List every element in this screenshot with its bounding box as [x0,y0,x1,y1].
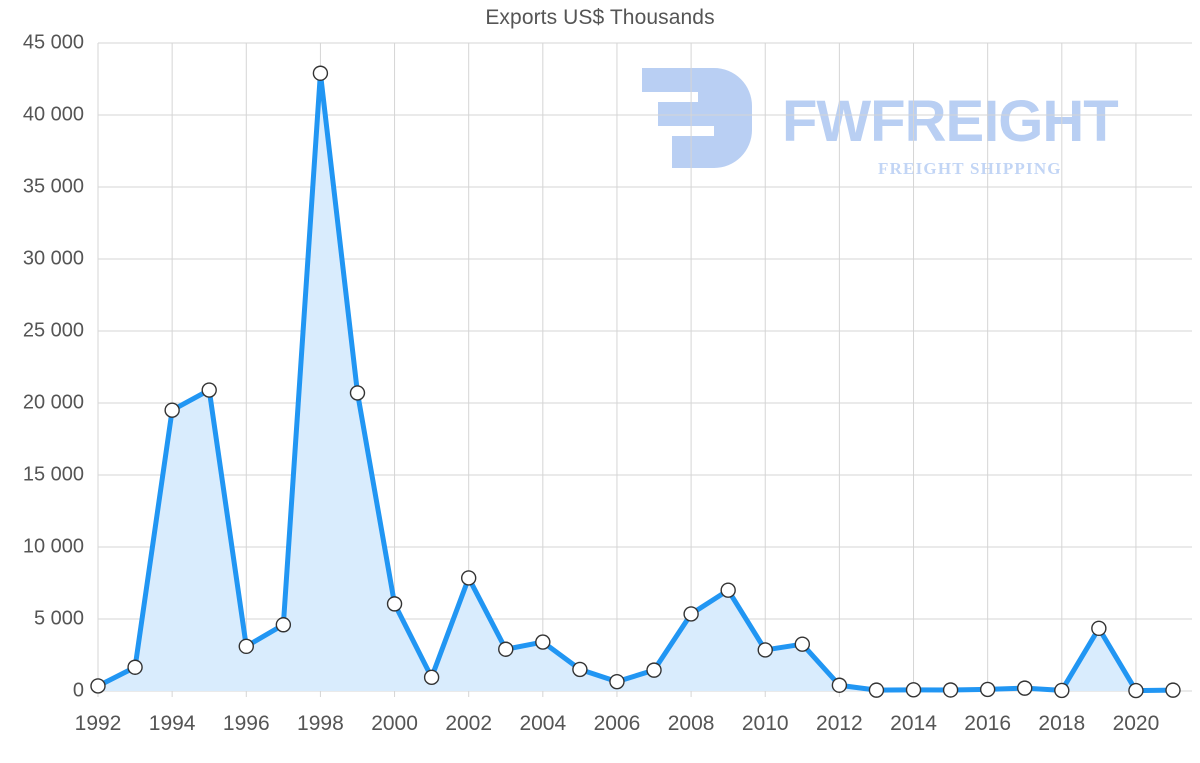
x-axis-tick-label: 2006 [593,712,641,735]
gridlines [97,42,1192,697]
data-point[interactable] [720,582,736,598]
data-point[interactable] [349,385,366,401]
x-axis-tick-label: 2018 [1038,712,1086,735]
data-point[interactable] [535,634,551,650]
data-point[interactable] [572,661,588,678]
data-point[interactable] [831,677,848,693]
data-point[interactable] [1017,680,1033,696]
data-point[interactable] [683,606,699,622]
y-axis-tick-label: 40 000 [22,103,84,126]
x-axis-tick-label: 2012 [816,712,863,735]
y-axis-tick-label: 5 000 [33,607,84,630]
x-axis-tick-label: 2014 [890,712,937,735]
x-axis-tick-label: 2002 [445,712,493,735]
data-point[interactable] [127,659,143,675]
y-axis-tick-label: 0 [72,679,84,702]
data-point[interactable] [1128,682,1144,699]
data-point[interactable] [905,682,922,698]
data-point[interactable] [386,596,403,612]
x-axis-tick-label: 2004 [519,712,567,735]
y-axis-tick-label: 15 000 [22,463,84,486]
x-axis-tick-label: 2000 [371,712,418,735]
x-axis-tick-label: 2020 [1112,712,1160,735]
y-axis-tick-label: 45 000 [22,31,84,54]
series-area-fill [98,73,1173,692]
data-point[interactable] [1165,682,1181,698]
chart-title: Exports US$ Thousands [485,6,715,29]
data-point[interactable] [979,681,996,698]
series-line [95,70,1176,694]
data-point[interactable] [90,678,106,694]
data-point[interactable] [312,65,329,81]
data-point[interactable] [498,641,514,657]
y-axis-tick-label: 10 000 [22,535,84,558]
data-point[interactable] [609,673,625,690]
x-axis-tick-label: 1992 [74,712,122,735]
data-point[interactable] [1091,620,1107,637]
data-point[interactable] [238,638,254,655]
x-axis-tick-label: 2016 [964,712,1011,735]
data-point[interactable] [794,636,811,652]
data-point[interactable] [757,642,773,658]
data-point[interactable] [646,662,662,678]
data-point[interactable] [868,682,885,698]
x-axis-tick-label: 1998 [297,712,344,735]
data-point[interactable] [275,617,292,633]
data-point[interactable] [460,570,477,586]
data-point[interactable] [201,382,217,398]
x-axis-tick-label: 2010 [741,712,789,735]
data-point[interactable] [942,682,959,698]
x-axis-tick-label: 2008 [667,712,715,735]
y-axis-tick-label: 35 000 [22,175,84,198]
x-axis-tick-label: 1994 [148,712,196,735]
data-point-markers [90,65,1181,699]
y-axis-tick-label: 20 000 [22,391,84,414]
x-axis-tick-label: 1996 [222,712,270,735]
y-axis-tick-label: 30 000 [22,247,84,270]
data-point[interactable] [423,669,440,686]
data-point[interactable] [164,402,180,418]
y-axis-tick-label: 25 000 [22,319,84,342]
data-point[interactable] [1054,682,1070,699]
